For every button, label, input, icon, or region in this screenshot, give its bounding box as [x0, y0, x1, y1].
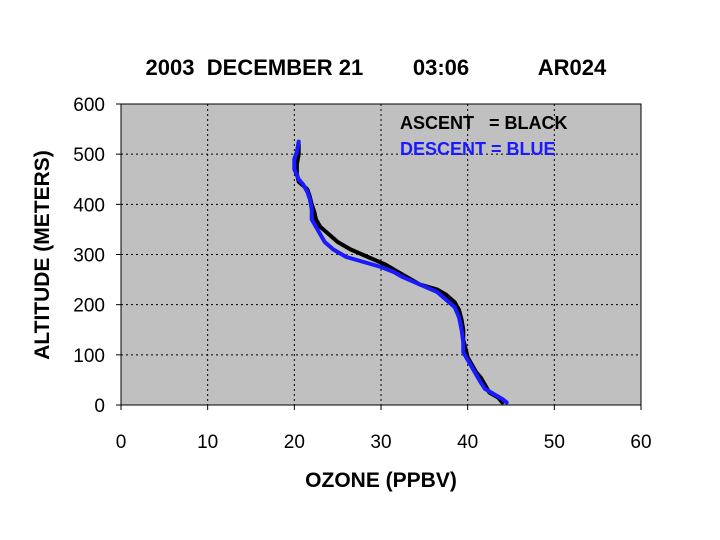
y-tick-label: 200	[73, 296, 105, 317]
y-tick-label: 300	[73, 246, 105, 267]
x-tick-label: 20	[284, 432, 305, 453]
y-tick-label: 100	[73, 346, 105, 367]
chart-title: 2003 DECEMBER 21 03:06 AR024	[146, 55, 607, 80]
x-tick-label: 60	[630, 432, 651, 453]
x-tick-label: 0	[116, 432, 127, 453]
legend-descent: DESCENT = BLUE	[400, 139, 556, 159]
legend: ASCENT = BLACK DESCENT = BLUE	[400, 113, 568, 159]
title-year: 2003	[146, 55, 195, 80]
y-tick-label: 600	[73, 95, 105, 116]
x-tick-label: 40	[457, 432, 478, 453]
series-line-descent	[292, 139, 509, 405]
y-tick-label: 500	[73, 145, 105, 166]
y-axis-label: ALTITUDE (METERS)	[31, 150, 54, 360]
x-tick-label: 50	[544, 432, 565, 453]
title-id: AR024	[538, 55, 607, 80]
legend-ascent: ASCENT = BLACK	[400, 113, 568, 133]
y-tick-label: 0	[94, 396, 105, 417]
data-series	[292, 139, 509, 405]
gridlines	[121, 104, 641, 405]
x-axis-label: OZONE (PPBV)	[305, 469, 457, 492]
x-tick-label: 10	[197, 432, 218, 453]
x-tick-label: 30	[370, 432, 391, 453]
title-time: 03:06	[413, 55, 469, 80]
y-tick-label: 400	[73, 195, 105, 216]
title-date: DECEMBER 21	[207, 55, 363, 80]
